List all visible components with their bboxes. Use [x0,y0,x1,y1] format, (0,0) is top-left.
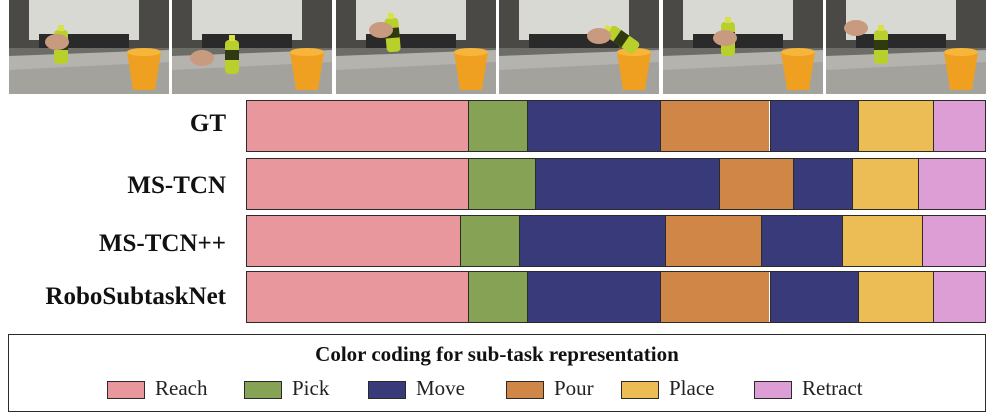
segment-reach [247,101,468,151]
video-frame [499,0,660,94]
segment-pick [459,216,519,266]
segment-pick [467,159,535,209]
segmentation-bar [246,215,986,267]
legend-label: Move [416,376,465,400]
legend-swatch [621,381,659,399]
segmentation-bar [246,100,986,152]
legend-label: Pour [554,376,594,400]
segmentation-bar [246,158,986,210]
segment-move [761,216,842,266]
segment-move [769,101,859,151]
segment-reach [247,272,468,322]
segment-pour [718,159,794,209]
segment-pick [467,272,527,322]
segment-pick [467,101,527,151]
legend-swatch [107,381,145,399]
segment-move [518,216,666,266]
segment-retract [917,159,985,209]
row-label: RoboSubtaskNet [45,283,226,310]
segment-move [526,272,660,322]
legend-swatch [368,381,406,399]
legend-label: Pick [292,376,330,400]
segment-pour [665,216,762,266]
row-label: MS-TCN [127,172,226,199]
segment-place [858,272,933,322]
video-frame-strip [9,0,986,94]
segment-pour [659,272,770,322]
segment-pour [659,101,770,151]
legend-items: Reach Pick Move Pour Place Retract [9,376,985,405]
legend-label: Reach [155,376,208,400]
segmentation-bar [246,271,986,323]
video-frame [335,0,496,94]
legend-swatch [754,381,792,399]
legend-label: Place [669,376,715,400]
video-frame [826,0,986,94]
legend-swatch [244,381,282,399]
segment-move [793,159,853,209]
segment-place [852,159,918,209]
legend-label: Retract [802,376,863,400]
legend-title: Color coding for sub-task representation [315,342,679,366]
segment-move [526,101,660,151]
segment-place [858,101,933,151]
legend-box: Color coding for sub-task representation… [8,334,986,412]
video-frame [662,0,823,94]
segment-reach [247,159,468,209]
segment-retract [922,216,985,266]
segment-move [769,272,859,322]
video-frame [9,0,169,94]
legend-swatch [506,381,544,399]
segment-reach [247,216,460,266]
segment-move [534,159,719,209]
video-frame [172,0,333,94]
row-label: MS-TCN++ [98,230,226,257]
segment-retract [932,272,985,322]
segment-place [841,216,923,266]
row-label: GT [189,110,226,137]
segment-retract [932,101,985,151]
